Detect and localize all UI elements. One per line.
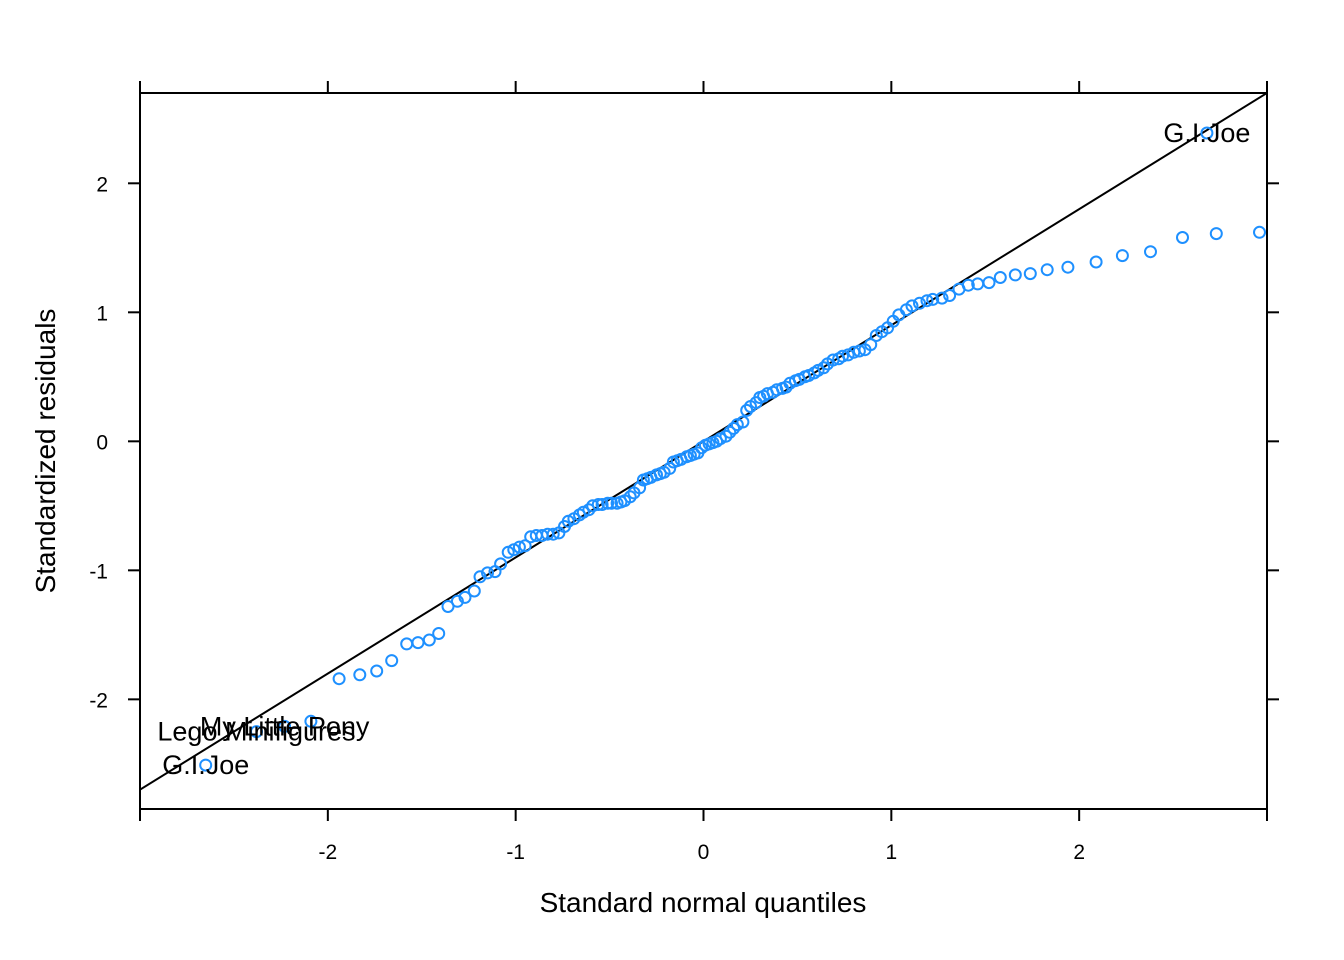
data-point <box>719 429 733 443</box>
x-tick-label: 0 <box>698 841 710 864</box>
data-point <box>595 498 609 511</box>
data-point <box>817 361 831 375</box>
data-point <box>913 296 926 310</box>
data-point <box>1089 255 1103 269</box>
data-point <box>1115 249 1129 263</box>
y-tick-label: 1 <box>96 302 108 325</box>
data-point <box>779 380 793 394</box>
data-point <box>411 636 425 650</box>
data-point <box>852 344 866 358</box>
y-tick-label: -1 <box>89 560 108 583</box>
data-point <box>473 570 487 584</box>
x-tick-label: 1 <box>885 841 897 864</box>
point-annotation: G.I.Joe <box>162 750 249 780</box>
x-tick-label: -2 <box>318 841 337 864</box>
data-point <box>278 719 292 733</box>
x-tick-label: -1 <box>506 841 525 864</box>
data-point <box>332 672 346 686</box>
data-point <box>450 594 464 608</box>
data-point <box>1200 126 1214 140</box>
data-point <box>1023 267 1037 281</box>
data-point <box>663 461 677 475</box>
data-point <box>993 271 1007 284</box>
data-point <box>935 291 949 305</box>
points-layer <box>199 126 1266 772</box>
data-point <box>1061 260 1075 274</box>
data-point <box>400 637 414 651</box>
point-annotation: My Little Pony <box>200 711 370 741</box>
y-tick-label: -2 <box>89 689 108 712</box>
data-point <box>727 421 741 435</box>
data-point <box>633 481 647 495</box>
data-point <box>905 299 919 313</box>
data-point <box>1209 227 1223 241</box>
data-point <box>864 338 878 352</box>
data-point <box>353 668 367 682</box>
data-point <box>458 590 472 604</box>
x-tick-label: 2 <box>1073 841 1085 864</box>
data-point <box>494 557 508 571</box>
data-point <box>586 499 600 513</box>
data-point <box>546 527 560 541</box>
data-point <box>370 664 384 678</box>
data-point <box>920 294 934 308</box>
data-point <box>601 496 615 510</box>
y-tick-label: 2 <box>96 173 108 196</box>
data-point <box>467 584 481 598</box>
data-point <box>1144 245 1157 259</box>
data-point <box>1040 263 1054 277</box>
data-point <box>723 425 737 439</box>
point-annotation: Lego Minifigures <box>157 717 355 747</box>
data-point <box>432 627 446 640</box>
data-point <box>518 539 532 553</box>
data-point <box>441 600 455 613</box>
data-point <box>836 349 849 363</box>
data-point <box>512 540 526 554</box>
data-point <box>481 566 494 580</box>
y-axis-title: Standardized residuals <box>30 309 61 594</box>
x-axis-title: Standard normal quantiles <box>540 887 867 918</box>
data-point <box>736 415 750 429</box>
data-point <box>422 633 436 647</box>
data-point <box>943 289 957 302</box>
data-point <box>591 498 605 511</box>
data-point <box>1253 225 1266 239</box>
y-tick-label: 0 <box>96 431 108 454</box>
data-point <box>982 276 996 290</box>
data-point <box>926 292 940 306</box>
axis-ticks: -2 -1 0 1 2 -2 -1 0 1 2 <box>89 81 1279 864</box>
data-point <box>385 654 399 668</box>
data-point <box>199 758 213 772</box>
data-point <box>250 725 263 739</box>
data-point <box>605 496 618 510</box>
data-point <box>623 490 637 504</box>
data-point <box>740 403 754 417</box>
data-point <box>961 278 975 292</box>
data-point <box>1008 268 1022 282</box>
data-point <box>1176 231 1189 244</box>
point-annotation: G.I.Joe <box>1163 118 1250 148</box>
data-point <box>304 714 318 728</box>
